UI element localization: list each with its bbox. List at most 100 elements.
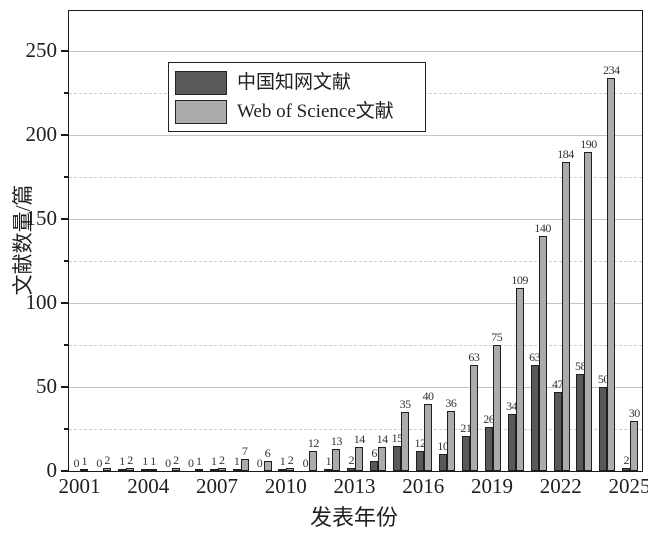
x-tick-label-2010: 2010 [264,474,307,498]
x-tick-label-2019: 2019 [471,474,514,498]
bar-value-label-wos-2001: 1 [81,454,87,469]
bar-wos-2005 [171,467,180,471]
bar-value-label-cnki-2017: 10 [437,439,449,454]
bar-cnki-2017 [438,454,447,471]
gridline-50 [69,387,642,388]
bar-cnki-2018 [461,435,470,471]
legend-label-wos: Web of Science文献 [237,100,394,122]
bar-cnki-2007 [209,469,218,472]
x-tick-label-2013: 2013 [333,474,376,498]
bar-value-label-wos-2018: 63 [468,350,480,365]
bar-value-label-wos-2023: 190 [580,136,597,151]
bar-wos-2017 [446,410,455,471]
bar-wos-2016 [424,403,432,471]
x-tick-label-2004: 2004 [127,474,170,498]
gridline-175 [69,177,642,178]
bar-value-label-wos-2025: 30 [628,405,641,420]
bar-wos-2002 [103,467,112,471]
y-tick-200 [61,134,68,136]
legend-item-cnki: 中国知网文献 [175,68,417,97]
bar-value-label-cnki-2016: 12 [414,435,427,450]
bar-value-label-wos-2007: 2 [218,452,225,467]
bar-wos-2025 [630,420,639,471]
bar-cnki-2016 [416,450,424,471]
gridline-150 [69,219,642,220]
bar-value-label-cnki-2006: 0 [188,456,194,470]
bar-value-label-cnki-2015: 15 [391,430,404,445]
bar-wos-2014 [378,447,387,471]
bar-value-label-cnki-2007: 1 [210,454,217,469]
x-tick-label-2025: 2025 [608,474,648,498]
legend: 中国知网文献 Web of Science文献 [168,62,426,132]
y-tick-label-100: 100 [25,290,58,314]
bar-wos-2019 [492,345,501,471]
bar-value-label-cnki-2014: 6 [371,445,377,460]
bar-cnki-2024 [599,387,608,471]
bar-value-label-wos-2020: 109 [511,272,528,287]
y-tick-175 [64,176,68,178]
bar-cnki-2020 [507,413,516,471]
bar-value-label-wos-2004: 1 [150,454,156,469]
bar-value-label-cnki-2021: 63 [529,350,541,365]
bar-cnki-2015 [393,445,402,471]
bar-value-label-wos-2015: 35 [399,397,412,412]
y-tick-label-50: 50 [36,374,57,398]
bar-wos-2022 [561,161,570,471]
legend-swatch-cnki-icon [175,70,227,95]
y-tick-125 [64,260,68,262]
bar-wos-2018 [469,365,478,471]
y-tick-label-200: 200 [25,122,58,146]
bar-cnki-2013 [347,467,356,471]
x-tick-label-2016: 2016 [402,474,445,498]
gridline-200 [69,135,642,136]
y-tick-75 [64,344,68,346]
y-axis-title: 文献数量/篇 [11,184,35,296]
bar-value-label-wos-2010: 2 [287,452,294,467]
bar-value-label-wos-2017: 36 [445,395,457,410]
bar-wos-2010 [286,467,295,471]
bar-value-label-cnki-2022: 47 [552,377,564,392]
bar-value-label-wos-2008: 7 [241,444,248,459]
gridline-125 [69,261,642,262]
bar-wos-2015 [401,412,410,471]
bar-value-label-cnki-2009: 0 [256,456,263,470]
bar-value-label-cnki-2023: 58 [574,358,587,373]
bar-value-label-cnki-2018: 21 [460,420,472,435]
x-tick-label-2007: 2007 [195,474,238,498]
y-tick-25 [64,428,68,430]
bar-cnki-2025 [622,467,631,471]
bar-value-label-wos-2022: 184 [557,146,574,161]
gridline-25 [69,429,642,430]
bar-wos-2006 [194,469,203,472]
bar-value-label-cnki-2003: 1 [119,454,125,469]
x-axis-title: 发表年份 [309,505,398,530]
bar-wos-2020 [515,287,524,471]
bar-value-label-wos-2021: 140 [534,220,551,235]
bar-wos-2012 [332,449,341,471]
bar-value-label-cnki-2025: 2 [623,452,630,467]
bar-wos-2009 [263,460,272,471]
bar-value-label-wos-2019: 75 [491,330,503,344]
bar-value-label-wos-2002: 2 [104,452,110,467]
bar-value-label-cnki-2002: 0 [96,456,102,470]
bar-value-label-cnki-2011: 0 [302,456,309,470]
bar-wos-2013 [355,447,364,471]
bar-cnki-2022 [553,392,562,471]
bar-wos-2021 [538,235,547,471]
legend-swatch-wos-icon [175,99,227,124]
x-tick-label-2001: 2001 [58,474,101,498]
bar-value-label-cnki-2005: 0 [165,456,171,470]
bar-cnki-2021 [530,365,539,471]
bar-value-label-cnki-2024: 50 [597,372,610,386]
bar-value-label-cnki-2008: 1 [233,454,240,469]
bar-wos-2024 [607,77,616,471]
legend-item-wos: Web of Science文献 [175,97,417,126]
y-tick-label-150: 150 [25,206,58,230]
bar-value-label-wos-2024: 234 [603,62,620,77]
bar-value-label-wos-2011: 12 [307,435,320,450]
bar-value-label-cnki-2012: 1 [325,454,332,469]
bar-value-label-cnki-2001: 0 [73,456,79,470]
gridline-250 [69,51,642,52]
y-tick-label-0: 0 [46,458,58,482]
